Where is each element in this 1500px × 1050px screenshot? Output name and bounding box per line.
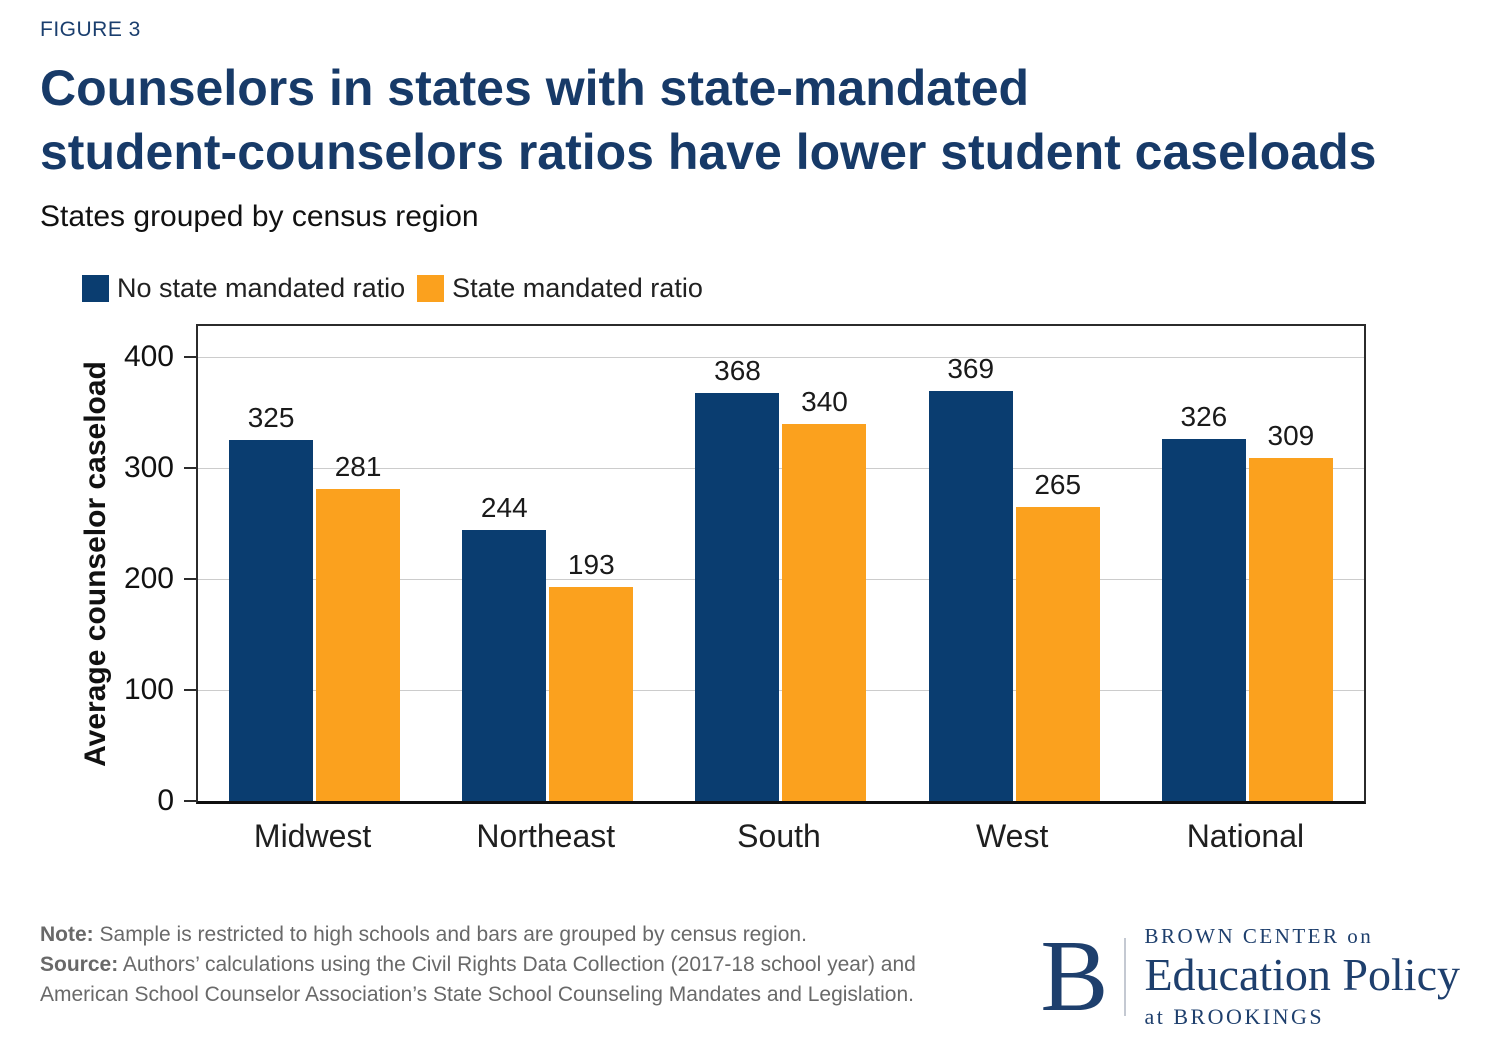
bar-value-label: 244	[480, 492, 528, 524]
bar-midwest-no-mandate: 325	[229, 402, 314, 801]
gridline-400	[198, 356, 1364, 358]
y-tick-400	[184, 356, 196, 359]
bar-chart: Average counselor caseload 0 100 200 300 400…	[40, 324, 1460, 864]
gridline-100	[198, 689, 1364, 691]
source-label: Source:	[40, 953, 119, 976]
title-line-1: Counselors in states with state-mandated	[40, 60, 1030, 116]
brookings-logo-letter: B	[1040, 920, 1109, 1033]
plot-area: 0 100 200 300 400 325 281 244 193 368 340 369 265 326…	[124, 324, 1366, 816]
legend-item-mandate: State mandated ratio	[417, 273, 703, 304]
bar-west-mandate: 265	[1015, 469, 1100, 801]
bar-group-west: 369 265	[898, 326, 1131, 801]
legend-label: State mandated ratio	[452, 272, 703, 303]
bar-value-label: 309	[1267, 420, 1315, 452]
note-line: Note: Sample is restricted to high schoo…	[40, 920, 935, 950]
bar-value-label: 326	[1180, 401, 1228, 433]
y-tick-label-400: 400	[123, 340, 174, 374]
bar-value-label: 340	[801, 385, 848, 417]
logo-at-brookings: at BROOKINGS	[1144, 1004, 1325, 1029]
bar-south-no-mandate: 368	[695, 355, 780, 801]
title-line-2: student-counselors ratios have lower stu…	[40, 124, 1377, 180]
x-axis-label-national: National	[1186, 818, 1305, 854]
bar-national-mandate: 309	[1248, 420, 1333, 801]
bar-value-label: 193	[567, 548, 615, 580]
gridline-200	[198, 578, 1364, 580]
note-label: Note:	[40, 923, 94, 946]
bar-northeast-no-mandate: 244	[462, 492, 547, 801]
y-tick-0	[184, 800, 196, 802]
bar-south-mandate: 340	[782, 386, 867, 801]
source-line: Source: Authors’ calculations using the …	[40, 950, 935, 1010]
chart-legend: No state mandated ratio State mandated r…	[82, 273, 1460, 304]
note-text: Sample is restricted to high schools and…	[93, 923, 807, 946]
x-axis-label-south: South	[737, 818, 821, 854]
legend-item-no-mandate: No state mandated ratio	[82, 273, 405, 304]
y-tick-label-300: 300	[123, 451, 174, 485]
page-title: Counselors in states with state-mandated…	[40, 56, 1460, 184]
bar-group-midwest: 325 281	[198, 326, 431, 801]
bar-northeast-mandate: 193	[549, 549, 634, 801]
bar-group-national: 326 309	[1131, 326, 1364, 801]
chart-subtitle: States grouped by census region	[40, 200, 479, 233]
note-block: Note: Sample is restricted to high schoo…	[40, 920, 935, 1010]
footer: Note: Sample is restricted to high schoo…	[40, 920, 1460, 1030]
x-axis-label-midwest: Midwest	[253, 818, 372, 854]
legend-label: No state mandated ratio	[117, 272, 406, 303]
x-axis-label-northeast: Northeast	[476, 818, 616, 854]
bar-west-no-mandate: 369	[928, 353, 1013, 801]
y-tick-300	[184, 467, 196, 470]
bar-group-northeast: 244 193	[431, 326, 664, 801]
y-tick-200	[184, 578, 196, 581]
x-axis-label-west: West	[976, 818, 1049, 854]
y-tick-label-200: 200	[123, 562, 174, 596]
bar-midwest-mandate: 281	[316, 451, 401, 801]
bar-value-label: 281	[334, 451, 382, 483]
gridline-300	[198, 467, 1364, 469]
brookings-logo: B BROWN CENTER on Education Policy at BR…	[1040, 924, 1460, 1030]
bar-group-south: 368 340	[664, 326, 897, 801]
legend-swatch-navy	[82, 274, 109, 302]
logo-text: BROWN CENTER on Education Policy at BROO…	[1144, 924, 1460, 1030]
bar-value-label: 325	[247, 402, 295, 434]
y-tick-label-100: 100	[123, 673, 174, 707]
bar-value-label: 265	[1034, 468, 1082, 500]
logo-education-policy: Education Policy	[1144, 949, 1460, 1000]
logo-divider	[1124, 938, 1127, 1016]
figure-label: FIGURE 3	[40, 18, 141, 41]
bar-value-label: 369	[947, 353, 995, 385]
logo-brown-center: BROWN CENTER on	[1144, 924, 1374, 948]
bar-national-no-mandate: 326	[1161, 401, 1246, 801]
y-tick-100	[184, 689, 196, 692]
y-tick-label-0: 0	[157, 784, 174, 817]
bar-value-label: 368	[714, 354, 761, 386]
source-text: Authors’ calculations using the Civil Ri…	[40, 953, 916, 1006]
legend-swatch-orange	[417, 274, 445, 302]
